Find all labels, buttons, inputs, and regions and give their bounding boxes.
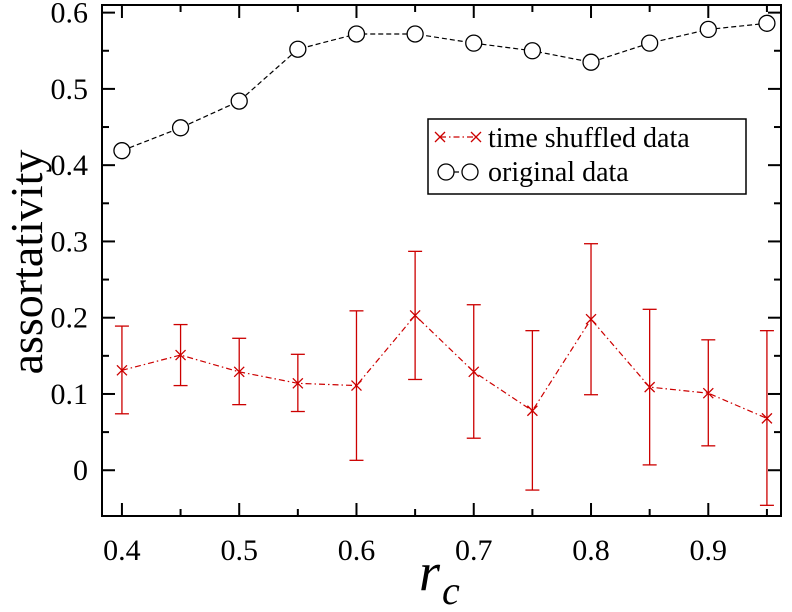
y-tick-label-2: 0.2 (51, 302, 89, 335)
legend-box (427, 118, 747, 195)
point-time-shuffled-10 (702, 387, 714, 399)
point-original-6 (465, 34, 483, 52)
point-time-shuffled-4 (351, 380, 362, 392)
legend-label-original: original data (488, 157, 629, 188)
x-tick-label-4: 0.8 (572, 534, 610, 567)
legend-label-time-shuffled: time shuffled data (488, 123, 690, 154)
x-tick-labels: 0.4 0.5 0.6 0.7 0.8 0.9 (103, 534, 727, 567)
axis-ticks (102, 5, 781, 516)
plot-area-frame (101, 4, 782, 517)
point-original-5 (406, 25, 424, 43)
y-tick-label-0: 0 (73, 454, 88, 487)
point-time-shuffled-11 (761, 412, 773, 424)
legend-marker-time-shuffled-0 (434, 131, 446, 143)
point-original-11 (758, 14, 776, 32)
point-time-shuffled-3 (292, 377, 304, 389)
point-original-1 (171, 119, 190, 137)
x-tick-label-1: 0.5 (220, 534, 258, 567)
point-original-10 (699, 20, 717, 39)
point-original-3 (289, 40, 307, 58)
legend-sample-original (437, 163, 479, 181)
y-tick-label-1: 0.1 (51, 378, 89, 411)
point-original-0 (113, 142, 131, 160)
y-tick-label-4: 0.4 (51, 149, 89, 182)
y-axis-title: assortativity (1, 150, 52, 375)
legend-marker-time-shuffled-1 (470, 131, 482, 143)
legend-marker-original-0 (437, 163, 455, 181)
x-tick-label-0: 0.4 (103, 534, 141, 567)
point-original-8 (582, 53, 600, 71)
point-original-2 (230, 92, 248, 110)
y-tick-labels: 0 0.1 0.2 0.3 0.4 0.5 0.6 (51, 0, 89, 487)
legend: time shuffled data original data (427, 118, 747, 195)
point-original-7 (523, 42, 542, 60)
series-layer (113, 14, 776, 506)
point-original-4 (347, 25, 366, 43)
point-time-shuffled-2 (233, 366, 245, 378)
point-time-shuffled-1 (175, 349, 187, 361)
y-tick-label-3: 0.3 (51, 225, 89, 258)
point-time-shuffled-6 (468, 366, 480, 378)
point-time-shuffled-8 (585, 313, 597, 325)
x-axis-title-main: r (419, 542, 441, 602)
y-tick-label-6: 0.6 (51, 0, 89, 30)
point-time-shuffled-5 (409, 309, 421, 321)
x-tick-label-2: 0.6 (338, 534, 376, 567)
series-time-shuffled-line (121, 314, 768, 419)
x-tick-label-3: 0.7 (455, 534, 493, 567)
x-tick-label-5: 0.9 (690, 534, 728, 567)
legend-marker-original-1 (461, 163, 479, 181)
x-axis-title-subscript: c (442, 568, 460, 612)
point-time-shuffled-9 (644, 381, 656, 393)
point-original-9 (641, 34, 659, 52)
x-axis-title: rc (419, 542, 460, 612)
point-time-shuffled-0 (116, 364, 128, 376)
legend-sample-time-shuffled (434, 131, 482, 143)
series-original-line (121, 22, 767, 152)
y-tick-label-5: 0.5 (51, 73, 89, 106)
point-time-shuffled-7 (526, 405, 538, 417)
